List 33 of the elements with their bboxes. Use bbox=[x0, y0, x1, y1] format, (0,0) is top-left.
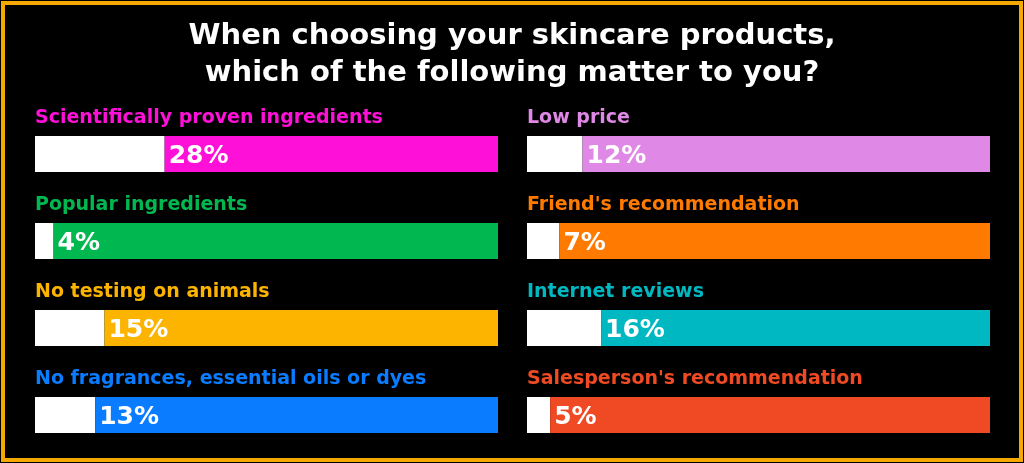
y-tick-label: Salesperson's recommendation bbox=[527, 366, 863, 388]
data-label: 28% bbox=[168, 140, 229, 169]
bar bbox=[35, 223, 54, 259]
y-tick-label: No testing on animals bbox=[35, 279, 270, 301]
bar bbox=[35, 310, 105, 346]
data-label: 15% bbox=[108, 314, 169, 343]
data-label: 4% bbox=[57, 227, 100, 256]
bar bbox=[35, 397, 96, 433]
bar bbox=[104, 310, 498, 346]
bar bbox=[527, 223, 560, 259]
bar bbox=[527, 136, 583, 172]
data-label: 12% bbox=[586, 140, 647, 169]
data-label: 5% bbox=[554, 401, 597, 430]
y-tick-label: Friend's recommendation bbox=[527, 192, 800, 214]
bar bbox=[559, 223, 990, 259]
data-label: 13% bbox=[99, 401, 160, 430]
y-tick-label: No fragrances, essential oils or dyes bbox=[35, 366, 427, 388]
bar bbox=[164, 136, 498, 172]
chart-title: When choosing your skincare products, which of the following matter to you? bbox=[188, 17, 836, 88]
bar bbox=[527, 310, 602, 346]
y-tick-label: Internet reviews bbox=[527, 279, 704, 301]
y-tick-label: Scientifically proven ingredients bbox=[35, 105, 383, 127]
bar bbox=[582, 136, 990, 172]
bar bbox=[53, 223, 498, 259]
data-label: 7% bbox=[563, 227, 606, 256]
bar bbox=[601, 310, 990, 346]
bar bbox=[35, 136, 165, 172]
y-tick-label: Popular ingredients bbox=[35, 192, 248, 214]
bar bbox=[550, 397, 990, 433]
bar bbox=[527, 397, 551, 433]
y-tick-label: Low price bbox=[527, 105, 630, 127]
data-label: 16% bbox=[605, 314, 665, 343]
bar bbox=[95, 397, 498, 433]
